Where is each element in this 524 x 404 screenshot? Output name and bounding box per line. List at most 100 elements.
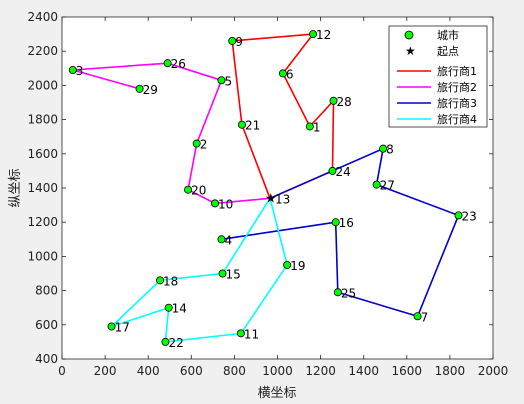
city-label-10: 10	[218, 197, 233, 211]
city-label-24: 24	[335, 165, 350, 179]
y-tick-label: 2200	[27, 44, 58, 58]
city-marker-9	[228, 36, 237, 45]
city-marker-11	[236, 329, 245, 338]
x-tick-label: 400	[137, 364, 160, 378]
y-axis-title: 纵坐标	[8, 168, 23, 207]
legend-city-label: 城市	[437, 28, 459, 42]
city-markers: ★	[68, 30, 463, 346]
city-marker-25	[333, 288, 342, 297]
city-label-26: 26	[171, 57, 186, 71]
city-label-16: 16	[339, 216, 354, 230]
city-marker-19	[283, 260, 292, 269]
route-line-2	[72, 62, 271, 205]
x-tick-label: 600	[180, 364, 203, 378]
city-marker-28	[329, 96, 338, 105]
route-line-3	[221, 147, 460, 318]
city-label-1: 1	[313, 120, 321, 134]
y-axis-ticks: 400 600 800 1000 1200 1400 1600 1800 2000 2200 240…	[27, 10, 493, 366]
city-label-20: 20	[191, 184, 206, 198]
y-tick-label: 800	[35, 284, 58, 298]
city-label-4: 4	[224, 233, 232, 247]
x-tick-label: 200	[94, 364, 117, 378]
city-marker-5	[217, 76, 226, 85]
legend-label-4: 旅行商4	[437, 112, 477, 126]
city-label-17: 17	[115, 321, 130, 335]
city-label-14: 14	[172, 302, 187, 316]
x-tick-label: 1600	[392, 364, 423, 378]
city-label-22: 22	[168, 336, 183, 350]
city-marker-6	[278, 69, 287, 78]
city-label-8: 8	[386, 143, 394, 157]
city-marker-3	[68, 66, 77, 75]
city-label-19: 19	[290, 259, 305, 273]
x-tick-label: 1400	[348, 364, 379, 378]
x-axis-ticks: 0 200 400 600 800 1000 1200 1400 1600 1800 2000	[58, 17, 508, 378]
city-marker-2	[192, 139, 201, 148]
y-tick-label: 1000	[27, 249, 58, 263]
city-marker-7	[413, 312, 422, 321]
y-tick-label: 2400	[27, 10, 58, 24]
x-tick-label: 1200	[305, 364, 336, 378]
city-marker-17	[107, 322, 116, 331]
city-marker-1	[305, 122, 314, 131]
legend-depot-label: 起点	[437, 45, 459, 58]
legend-label-1: 旅行商1	[437, 64, 477, 78]
city-label-3: 3	[76, 64, 84, 78]
city-marker-21	[237, 120, 246, 129]
city-marker-8	[379, 144, 388, 153]
legend-label-3: 旅行商3	[437, 96, 477, 110]
city-marker-15	[218, 269, 227, 278]
city-label-9: 9	[235, 35, 243, 49]
depot-marker: ★	[265, 191, 277, 206]
city-label-12: 12	[316, 28, 331, 42]
y-tick-label: 2000	[27, 78, 58, 92]
x-tick-label: 1800	[435, 364, 466, 378]
city-label-6: 6	[286, 67, 294, 81]
city-label-21: 21	[245, 119, 260, 133]
city-label-7: 7	[421, 310, 429, 324]
city-marker-24	[328, 166, 337, 175]
city-marker-20	[184, 185, 193, 194]
x-tick-label: 2000	[478, 364, 509, 378]
city-marker-16	[331, 218, 340, 227]
city-label-28: 28	[337, 95, 352, 109]
city-marker-26	[163, 59, 172, 68]
city-marker-18	[156, 276, 165, 285]
legend-label-2: 旅行商2	[437, 80, 477, 94]
city-label-18: 18	[163, 274, 178, 288]
x-tick-label: 800	[223, 364, 246, 378]
x-tick-label: 1000	[262, 364, 293, 378]
legend: 城市 ★ 起点 旅行商1 旅行商2 旅行商3 旅行商4	[388, 25, 488, 128]
x-axis-title: 横坐标	[257, 386, 296, 401]
city-label-13: 13	[275, 192, 290, 206]
y-tick-label: 1400	[27, 181, 58, 195]
legend-depot-marker: ★	[405, 44, 416, 58]
y-tick-label: 400	[35, 352, 58, 366]
city-label-29: 29	[143, 83, 158, 97]
city-marker-23	[454, 211, 463, 220]
y-tick-label: 600	[35, 318, 58, 332]
city-marker-22	[161, 337, 170, 346]
city-marker-4	[217, 235, 226, 244]
city-marker-10	[211, 199, 220, 208]
city-label-25: 25	[341, 286, 356, 300]
city-label-5: 5	[224, 74, 232, 88]
city-label-27: 27	[380, 179, 395, 193]
legend-box	[388, 25, 488, 128]
legend-series: 旅行商1 旅行商2 旅行商3 旅行商4	[397, 64, 477, 126]
legend-city-marker	[404, 30, 414, 40]
x-tick-label: 0	[58, 364, 66, 378]
city-marker-29	[135, 84, 144, 93]
city-marker-27	[372, 180, 381, 189]
city-label-15: 15	[226, 268, 241, 282]
city-label-11: 11	[244, 327, 259, 341]
y-tick-label: 1200	[27, 215, 58, 229]
city-label-23: 23	[462, 209, 477, 223]
city-marker-14	[164, 303, 173, 312]
y-tick-label: 1800	[27, 113, 58, 127]
city-label-2: 2	[200, 138, 208, 152]
y-tick-label: 1600	[27, 147, 58, 161]
